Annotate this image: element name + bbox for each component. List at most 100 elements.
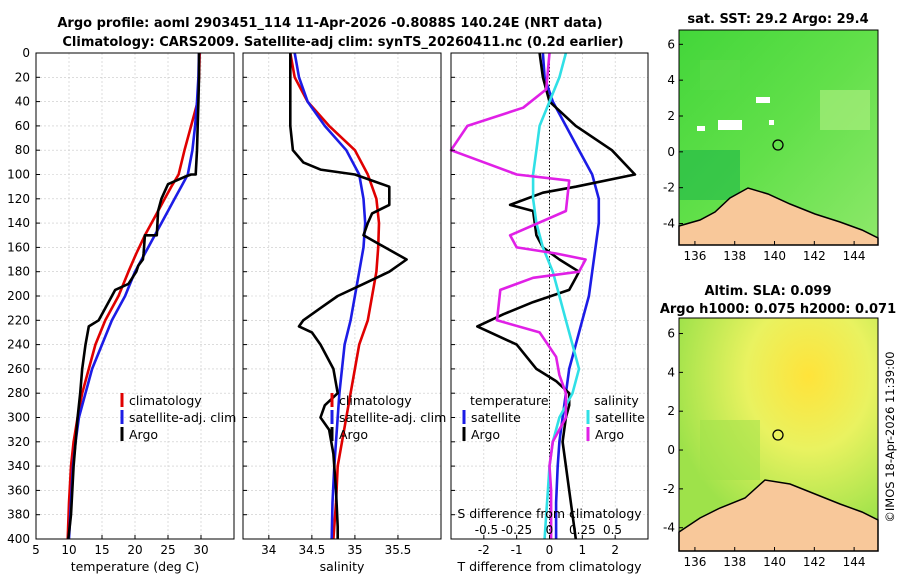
map-x-tick-label: 142 [803,249,826,263]
legend-temperature-title: temperature [470,393,549,408]
x-axis-label: temperature (deg C) [71,559,200,574]
sla-map-title-line1: Altim. SLA: 0.099 [705,284,832,299]
sst-nodata-patch [769,120,774,125]
y-tick-label: 260 [7,362,30,376]
temperature-legend: climatology satellite-adj. clim Argo [120,393,236,442]
x-tick-label: 35 [347,543,362,557]
sst-patch [700,60,740,90]
salinity-axis-label: S difference from climatology [457,506,642,521]
difference-panel: -2 -1 0 1 2 T difference from climatology S di… [449,52,649,574]
map-y-tick-label: 6 [667,327,675,341]
map-y-tick-label: -2 [663,181,675,195]
y-tick-label: 360 [7,483,30,497]
x-tick-label: 35.5 [385,543,412,557]
difference-legend: temperature satellite Argo salinity sate… [462,393,645,442]
map-y-tick-label: 4 [667,365,675,379]
sst-map [678,29,879,246]
legend-s-argo-label: Argo [595,427,624,442]
y-tick-label: 120 [7,192,30,206]
sla-map [678,317,879,552]
x-axis-label: salinity [320,559,365,574]
map-x-tick-label: 140 [763,249,786,263]
x-tick-label: -2 [478,543,490,557]
y-tick-label: 40 [15,95,30,109]
map-y-tick-label: 2 [667,109,675,123]
map-y-tick-label: 2 [667,404,675,418]
figure-title-line1: Argo profile: aoml 2903451_114 11-Apr-20… [57,16,602,31]
series-line-climatology [289,52,381,540]
salinity-legend: climatology satellite-adj. clim Argo [330,393,446,442]
sst-map-title: sat. SST: 29.2 Argo: 29.4 [687,12,868,27]
y-tick-label: 280 [7,386,30,400]
y-tick-label: 200 [7,289,30,303]
x-tick-label: 1 [579,543,587,557]
x-tick-label: 15 [94,543,109,557]
legend-salinity-title: salinity [594,393,639,408]
map-y-tick-label: 0 [667,145,675,159]
legend-s-satellite-label: satellite [595,410,645,425]
y-tick-label: 400 [7,532,30,546]
series-line-satellite-adj-clim [293,52,367,540]
x-tick-label: 25 [160,543,175,557]
map-x-tick-label: 140 [763,555,786,569]
sst-nodata-patch [718,120,742,130]
sst-map-frame [678,29,879,246]
y-tick-label: 0 [22,46,30,60]
sst-patch [820,90,870,130]
x-axis-label: T difference from climatology [456,559,642,574]
sst-nodata-patch [697,126,705,131]
salinity-tick-label: 0 [546,523,554,537]
map-x-tick-label: 144 [843,249,866,263]
map-y-tick-label: 6 [667,37,675,51]
sla-patch [700,420,760,480]
y-tick-label: 20 [15,70,30,84]
legend-climatology-label: climatology [129,393,202,408]
legend-t-argo-label: Argo [471,427,500,442]
x-tick-label: 0 [546,543,554,557]
series-line-argo [67,53,201,540]
sla-map-ticks: 136 138 140 142 144 6 4 2 0 -2 -4 [663,327,866,569]
legend-satellite-label: satellite-adj. clim [339,410,446,425]
figure-title-line2: Climatology: CARS2009. Satellite-adj cli… [62,35,623,50]
series-line-t-satellite [541,52,601,539]
x-tick-label: 10 [61,543,76,557]
legend-t-satellite-label: satellite [471,410,521,425]
series-line-argo [288,53,408,539]
y-tick-label: 180 [7,265,30,279]
map-x-tick-label: 138 [723,555,746,569]
temperature-panel: 0 20 40 60 80 100 120 140 160 180 200 220 240 260 280 3… [7,46,235,574]
map-x-tick-label: 138 [723,249,746,263]
map-y-tick-label: 0 [667,443,675,457]
sst-nodata-patch [756,97,770,103]
x-tick-label: 34.5 [299,543,326,557]
x-tick-label: 2 [611,543,619,557]
map-y-tick-label: -4 [663,521,675,535]
map-x-tick-label: 136 [683,249,706,263]
y-tick-label: 380 [7,508,30,522]
map-x-tick-label: 136 [683,555,706,569]
map-y-tick-label: -4 [663,217,675,231]
x-tick-label: 34 [261,543,276,557]
imos-credit-label: ©IMOS 18-Apr-2026 11:39:00 [883,351,897,522]
y-tick-label: 340 [7,459,30,473]
y-tick-label: 320 [7,435,30,449]
map-x-tick-label: 144 [843,555,866,569]
y-tick-label: 80 [15,143,30,157]
x-tick-label: 30 [193,543,208,557]
sla-map-title-line2: Argo h1000: 0.075 h2000: 0.071 [660,302,896,317]
y-tick-label: 160 [7,240,30,254]
salinity-tick-label: -0.5 [475,523,498,537]
legend-argo-label: Argo [129,427,158,442]
salinity-tick-label: 0.25 [569,523,596,537]
sst-map-ticks: 136 138 140 142 144 6 4 2 0 -2 -4 [663,37,866,263]
series-line-s-argo [449,52,587,539]
x-tick-label: -1 [511,543,523,557]
sst-argo-marker [772,139,784,151]
legend-satellite-label: satellite-adj. clim [129,410,236,425]
salinity-tick-label: -0.25 [501,523,532,537]
legend-argo-label: Argo [339,427,368,442]
map-x-tick-label: 142 [803,555,826,569]
sla-argo-marker [772,429,784,441]
